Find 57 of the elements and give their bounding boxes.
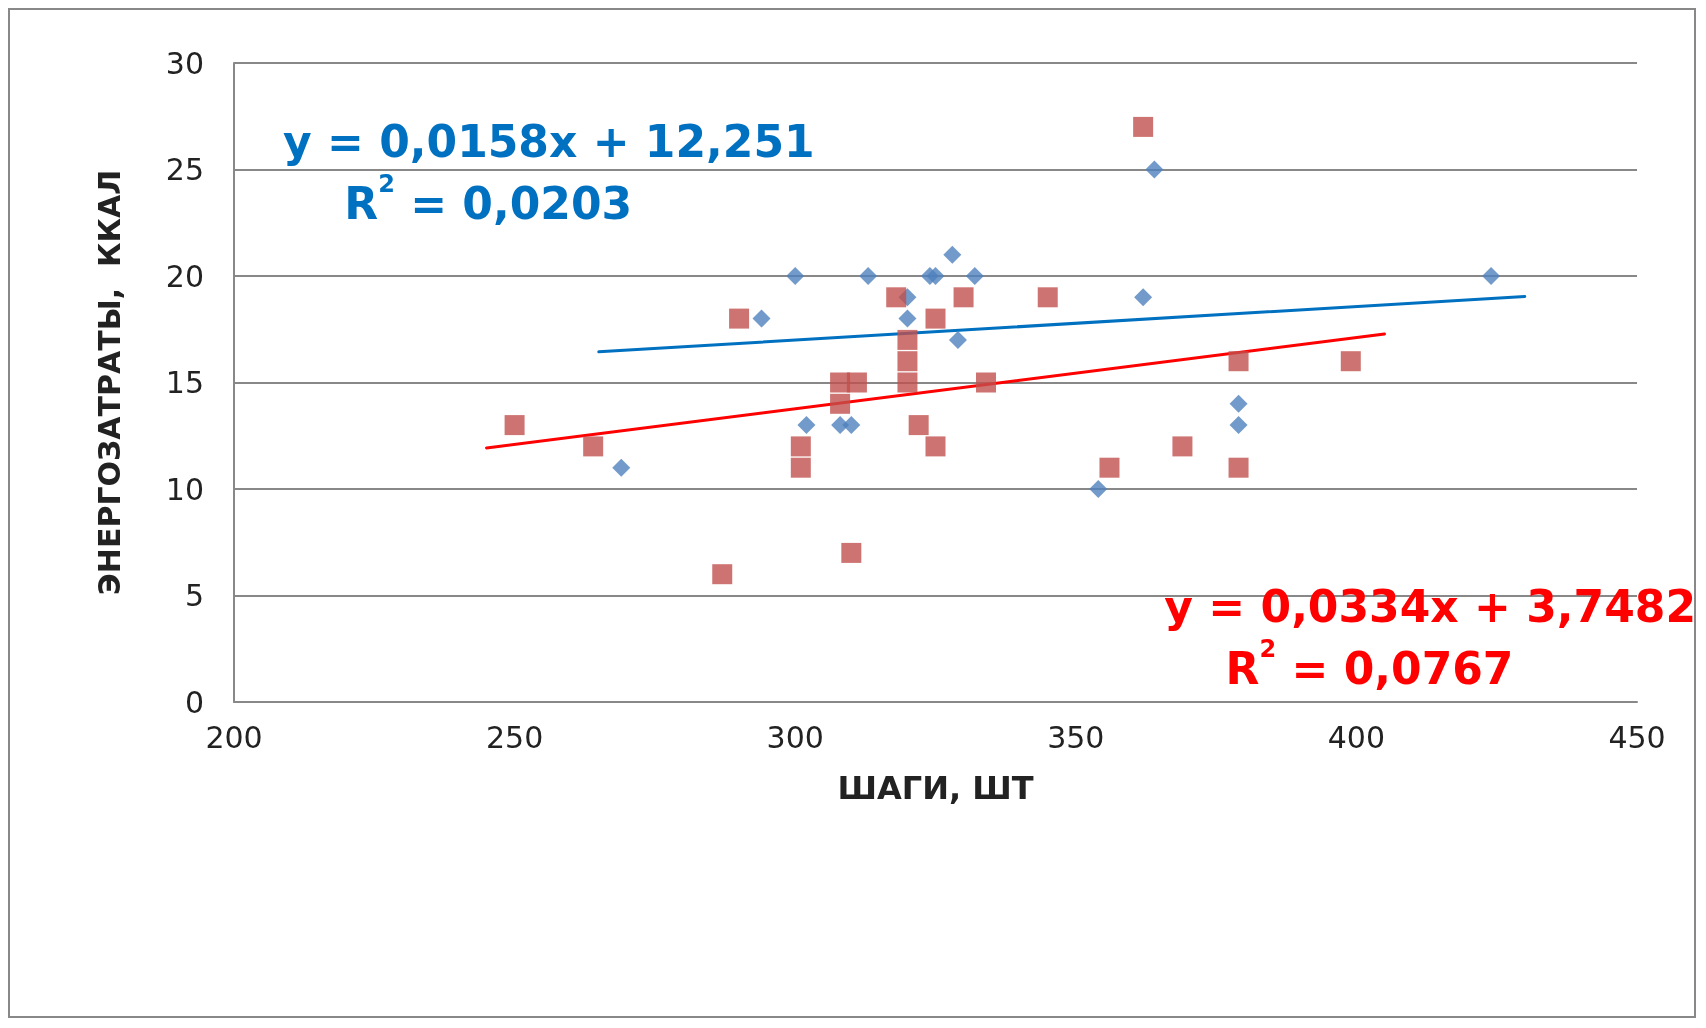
point — [790, 436, 811, 457]
point — [504, 415, 525, 436]
point — [583, 436, 604, 457]
point — [1482, 267, 1501, 285]
point — [925, 436, 946, 457]
point — [926, 267, 945, 285]
point — [1134, 288, 1153, 307]
point — [729, 308, 750, 329]
point — [965, 267, 984, 285]
y-tick-label: 30 — [165, 45, 204, 81]
point — [976, 372, 997, 393]
point — [1340, 351, 1361, 372]
point — [1228, 351, 1249, 372]
point — [830, 393, 851, 414]
point — [842, 416, 861, 435]
point — [846, 372, 867, 393]
point — [953, 287, 974, 308]
point — [1229, 394, 1248, 413]
point — [1089, 480, 1108, 498]
point — [612, 458, 631, 477]
point — [1229, 416, 1248, 435]
point — [925, 308, 946, 329]
y-axis-title: ЭНЕРГОЗАТРАТЫ, ККАЛ — [91, 169, 127, 596]
point — [1145, 160, 1164, 179]
y-tick-label: 25 — [165, 152, 204, 187]
point — [886, 287, 907, 308]
point — [841, 542, 862, 563]
y-tick-label: 10 — [165, 471, 204, 507]
y-tick-label: 5 — [184, 578, 204, 613]
point — [943, 245, 962, 264]
point — [752, 309, 771, 328]
x-tick-label: 400 — [1327, 719, 1386, 755]
point — [786, 267, 805, 285]
x-tick-label: 200 — [205, 719, 263, 755]
point — [797, 416, 816, 435]
point — [1133, 116, 1154, 137]
point — [897, 372, 918, 393]
point — [1037, 287, 1058, 308]
point — [897, 351, 918, 372]
y-tick-label: 15 — [165, 365, 204, 400]
x-tick-label: 350 — [1047, 719, 1105, 755]
point — [948, 330, 967, 349]
point — [1228, 457, 1249, 478]
point — [897, 329, 918, 350]
x-tick-label: 250 — [485, 719, 544, 755]
point — [908, 415, 929, 436]
y-tick-label: 0 — [184, 684, 204, 720]
point — [859, 267, 878, 285]
point — [898, 309, 917, 328]
point — [790, 457, 811, 478]
x-axis-title: ШАГИ, ШТ — [837, 769, 1034, 807]
point — [1099, 457, 1120, 478]
point — [712, 564, 733, 585]
x-tick-label: 450 — [1608, 719, 1666, 755]
x-tick-label: 300 — [766, 719, 824, 755]
point — [1172, 436, 1193, 457]
y-tick-label: 20 — [165, 258, 204, 294]
